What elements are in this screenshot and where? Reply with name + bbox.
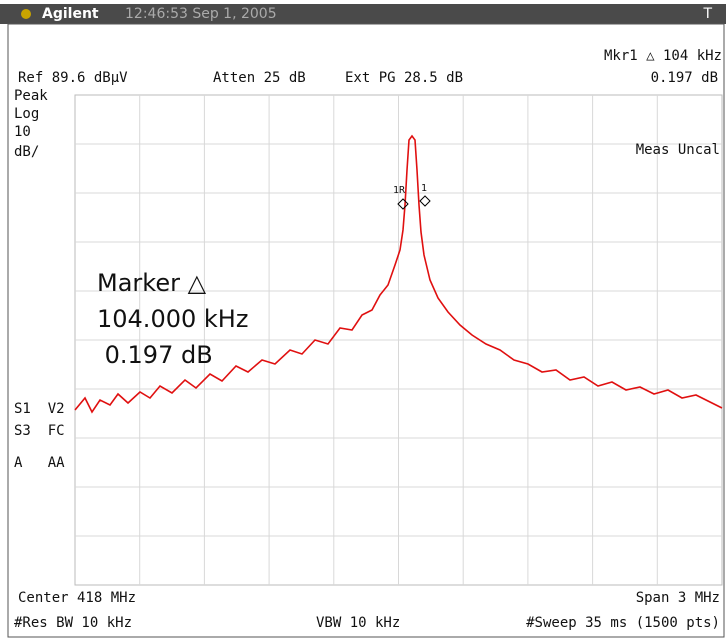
graticule <box>74 94 723 586</box>
scale-label: Peak <box>14 88 48 104</box>
settings-label: S1 V2 <box>14 401 65 417</box>
scale-label: Log <box>14 106 39 122</box>
settings-label: S3 FC <box>14 423 65 439</box>
scale-label: dB/ <box>14 144 39 160</box>
ext-pg: Ext PG 28.5 dB <box>345 70 463 86</box>
marker-box-line: 0.197 dB <box>97 341 213 369</box>
frame <box>7 23 725 638</box>
settings-label: A AA <box>14 455 65 471</box>
logo <box>21 9 31 19</box>
vbw: VBW 10 kHz <box>316 615 400 631</box>
marker-box-line: 104.000 kHz <box>97 305 248 333</box>
ref-level: Ref 89.6 dBμV <box>18 70 128 86</box>
brand: Agilent <box>42 6 99 22</box>
mode: T <box>702 6 712 22</box>
scale-label: 10 <box>14 124 31 140</box>
sweep: #Sweep 35 ms (1500 pts) <box>526 615 720 631</box>
span: Span 3 MHz <box>636 590 720 606</box>
trace <box>74 134 723 414</box>
marker-label: 1R <box>393 185 406 196</box>
timestamp: 12:46:53 Sep 1, 2005 <box>125 6 277 22</box>
attenuation: Atten 25 dB <box>213 70 306 86</box>
marker-box-line: Marker △ <box>97 269 207 297</box>
uncal-warning: Meas Uncal <box>636 142 720 158</box>
marker-label: 1 <box>421 183 427 194</box>
header-bar <box>0 4 726 24</box>
marker-diamonds <box>397 195 431 210</box>
marker-amplitude: 0.197 dB <box>651 70 718 86</box>
center-freq: Center 418 MHz <box>18 590 136 606</box>
rbw: #Res BW 10 kHz <box>14 615 132 631</box>
marker-readout: Mkr1 △ 104 kHz <box>604 48 722 64</box>
